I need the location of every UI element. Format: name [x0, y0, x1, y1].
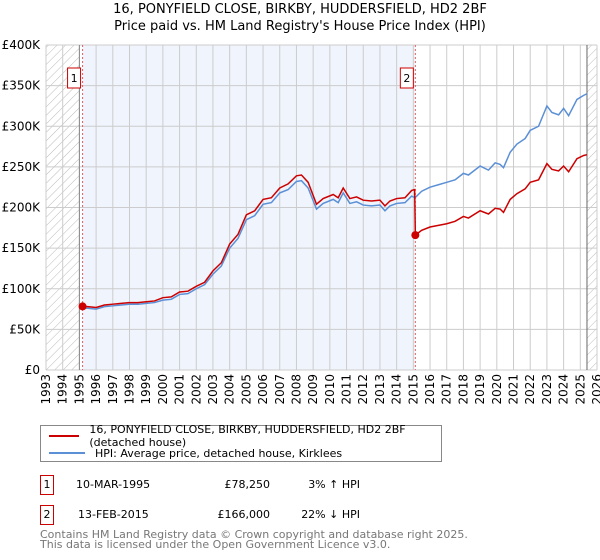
footer: Contains HM Land Registry data © Crown c…: [40, 528, 468, 551]
x-tick-label: 2003: [206, 374, 220, 405]
sale-price: £78,250: [224, 478, 271, 491]
sale-annotation-box: [67, 67, 82, 89]
y-tick-label: £100K: [2, 282, 42, 296]
x-tick-label: 2014: [390, 374, 404, 405]
y-tick-label: £250K: [2, 160, 42, 174]
legend: 16, PONYFIELD CLOSE, BIRKBY, HUDDERSFIEL…: [40, 423, 442, 462]
y-tick-label: £0: [25, 363, 40, 377]
x-tick-label: 2011: [340, 374, 354, 405]
property-price-line: [82, 153, 588, 309]
x-tick-label: 2013: [373, 374, 387, 405]
x-tick-label: 2025: [573, 374, 587, 405]
x-tick-label: 2008: [289, 374, 303, 405]
x-tick-label: 2022: [523, 374, 537, 405]
hpi-line: [79, 93, 588, 310]
y-tick-label: £200K: [2, 201, 42, 215]
x-tick-label: 1999: [139, 374, 153, 405]
x-tick-label: 2001: [173, 374, 187, 405]
legend-label: HPI: Average price, detached house, Kirk…: [95, 446, 343, 460]
x-tick-label: 2016: [423, 374, 437, 405]
x-tick-label: 2002: [189, 374, 203, 405]
x-tick-label: 1997: [106, 374, 120, 405]
x-tick-label: 2007: [273, 374, 287, 405]
y-tick-label: £350K: [2, 79, 42, 93]
x-tick-label: 2017: [440, 374, 454, 405]
x-tick-label: 2010: [323, 374, 337, 405]
sale-point: [78, 302, 87, 311]
sale-row-2: 2 13-FEB-2015 £166,000 22% ↓ HPI: [40, 505, 440, 525]
legend-label: 16, PONYFIELD CLOSE, BIRKBY, HUDDERSFIEL…: [89, 423, 406, 449]
sale-point: [411, 231, 420, 240]
sale-badge: 2: [40, 505, 54, 525]
x-tick-label: 2005: [239, 374, 253, 405]
x-tick-label: 1994: [56, 374, 70, 405]
chart-subtitle: Price paid vs. HM Land Registry's House …: [114, 19, 486, 34]
x-tick-label: 2020: [490, 374, 504, 405]
sale-date: 13-FEB-2015: [78, 508, 149, 521]
y-tick-label: £400K: [2, 38, 42, 52]
x-tick-label: 2023: [540, 374, 554, 405]
red-line-swatch: [49, 435, 80, 437]
sale-hpi: 22% ↓ HPI: [301, 508, 360, 521]
x-tick-label: 2004: [223, 374, 237, 405]
x-tick-label: 1993: [39, 374, 53, 405]
footer-line-1: Contains HM Land Registry data © Crown c…: [40, 528, 468, 541]
x-tick-label: 1995: [72, 374, 86, 405]
x-tick-label: 2018: [456, 374, 470, 405]
x-tick-label: 1998: [122, 374, 136, 405]
chart-title: 16, PONYFIELD CLOSE, BIRKBY, HUDDERSFIEL…: [113, 2, 487, 17]
x-tick-label: 2026: [590, 374, 600, 405]
y-tick-label: £50K: [9, 322, 41, 336]
sale-row-1: 1 10-MAR-1995 £78,250 3% ↑ HPI: [40, 475, 440, 495]
x-tick-label: 2015: [406, 374, 420, 405]
sale-price: £166,000: [217, 508, 271, 521]
x-tick-label: 1996: [89, 374, 103, 405]
x-tick-label: 2006: [256, 374, 270, 405]
sale-annotation-label: 2: [403, 72, 410, 85]
x-tick-label: 2009: [306, 374, 320, 405]
x-tick-label: 2000: [156, 374, 170, 405]
blue-line-swatch: [49, 452, 85, 454]
legend-item-hpi: HPI: Average price, detached house, Kirk…: [49, 445, 342, 461]
y-tick-label: £300K: [2, 119, 42, 133]
sale-annotation-box: [399, 67, 414, 89]
sale-badge: 1: [40, 475, 54, 495]
sale-hpi: 3% ↑ HPI: [308, 478, 360, 491]
x-tick-label: 2019: [473, 374, 487, 405]
sale-annotation-label: 1: [71, 72, 78, 85]
footer-line-2: This data is licensed under the Open Gov…: [40, 538, 391, 551]
x-tick-label: 2012: [356, 374, 370, 405]
legend-item-property: 16, PONYFIELD CLOSE, BIRKBY, HUDDERSFIEL…: [49, 423, 441, 449]
x-tick-label: 2021: [507, 374, 521, 405]
price-chart: 1993 1994 1995 1996 1997 1998 1999 2000 2001 2002…: [2, 38, 600, 405]
sale-date: 10-MAR-1995: [76, 478, 151, 491]
y-tick-label: £150K: [2, 241, 42, 255]
x-tick-label: 2024: [557, 374, 571, 405]
